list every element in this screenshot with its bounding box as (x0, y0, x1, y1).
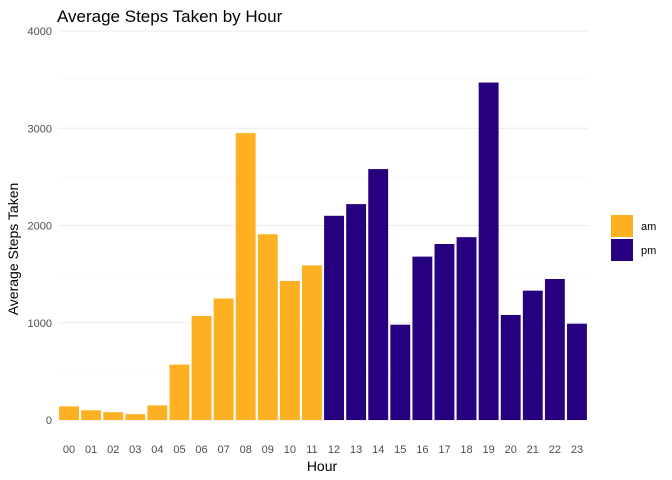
y-axis-ticks: 0 1000 2000 3000 4000 (28, 26, 52, 427)
bar-00 (59, 406, 79, 420)
x-tick-label: 14 (372, 444, 384, 456)
x-tick-label: 00 (63, 444, 75, 456)
x-tick-label: 11 (306, 444, 317, 456)
legend-label-pm: pm (641, 245, 656, 257)
bar-07 (213, 298, 234, 420)
chart-title: Average Steps Taken by Hour (57, 7, 283, 26)
x-tick-label: 13 (350, 444, 362, 456)
x-tick-label: 19 (483, 444, 495, 456)
bar-19 (478, 82, 499, 420)
bar-15 (390, 324, 411, 420)
y-tick-label: 1000 (28, 318, 52, 330)
bar-22 (544, 278, 565, 420)
bar-18 (456, 237, 477, 420)
x-tick-label: 22 (549, 444, 561, 456)
x-tick-label: 23 (571, 444, 583, 456)
x-tick-label: 01 (85, 444, 97, 456)
x-tick-label: 17 (438, 444, 450, 456)
bar-02 (103, 412, 124, 420)
bar-06 (191, 315, 212, 420)
x-tick-label: 10 (284, 444, 296, 456)
legend: am pm (611, 215, 656, 261)
bars (59, 82, 587, 421)
x-tick-label: 06 (195, 444, 207, 456)
bar-03 (125, 414, 146, 420)
x-tick-label: 20 (505, 444, 517, 456)
x-axis-title: Hour (307, 458, 338, 474)
x-tick-label: 02 (107, 444, 119, 456)
bar-01 (81, 410, 102, 420)
x-tick-label: 03 (129, 444, 141, 456)
bar-04 (147, 405, 168, 420)
x-tick-label: 15 (394, 444, 406, 456)
x-tick-label: 12 (328, 444, 340, 456)
x-tick-label: 08 (240, 444, 252, 456)
bar-14 (368, 169, 389, 420)
y-tick-label: 2000 (28, 221, 52, 233)
legend-swatch-pm (611, 239, 633, 261)
y-axis-title: Average Steps Taken (5, 183, 21, 316)
legend-swatch-am (611, 215, 633, 237)
x-tick-label: 07 (218, 444, 230, 456)
bar-16 (412, 256, 433, 420)
x-axis-ticks: 00 01 02 03 04 05 06 07 08 09 10 11 12 13 14 15 16 17 18 19… (63, 444, 583, 456)
bar-05 (169, 364, 190, 420)
x-tick-label: 21 (527, 444, 539, 456)
x-tick-label: 16 (416, 444, 428, 456)
bar-20 (500, 314, 521, 420)
bar-11 (302, 265, 322, 420)
grid-lines (58, 30, 588, 421)
y-tick-label: 0 (46, 415, 52, 427)
bar-13 (346, 204, 367, 420)
x-tick-label: 18 (460, 444, 472, 456)
x-tick-label: 04 (151, 444, 163, 456)
y-tick-label: 4000 (28, 26, 52, 38)
bar-09 (257, 234, 278, 420)
y-tick-label: 3000 (28, 123, 52, 135)
bar-21 (522, 290, 543, 420)
x-tick-label: 05 (173, 444, 185, 456)
bar-17 (434, 243, 455, 420)
bar-23 (567, 323, 587, 420)
bar-12 (324, 215, 344, 420)
bar-08 (235, 133, 256, 421)
x-tick-label: 09 (262, 444, 274, 456)
legend-label-am: am (641, 221, 656, 233)
bar-10 (279, 280, 300, 420)
